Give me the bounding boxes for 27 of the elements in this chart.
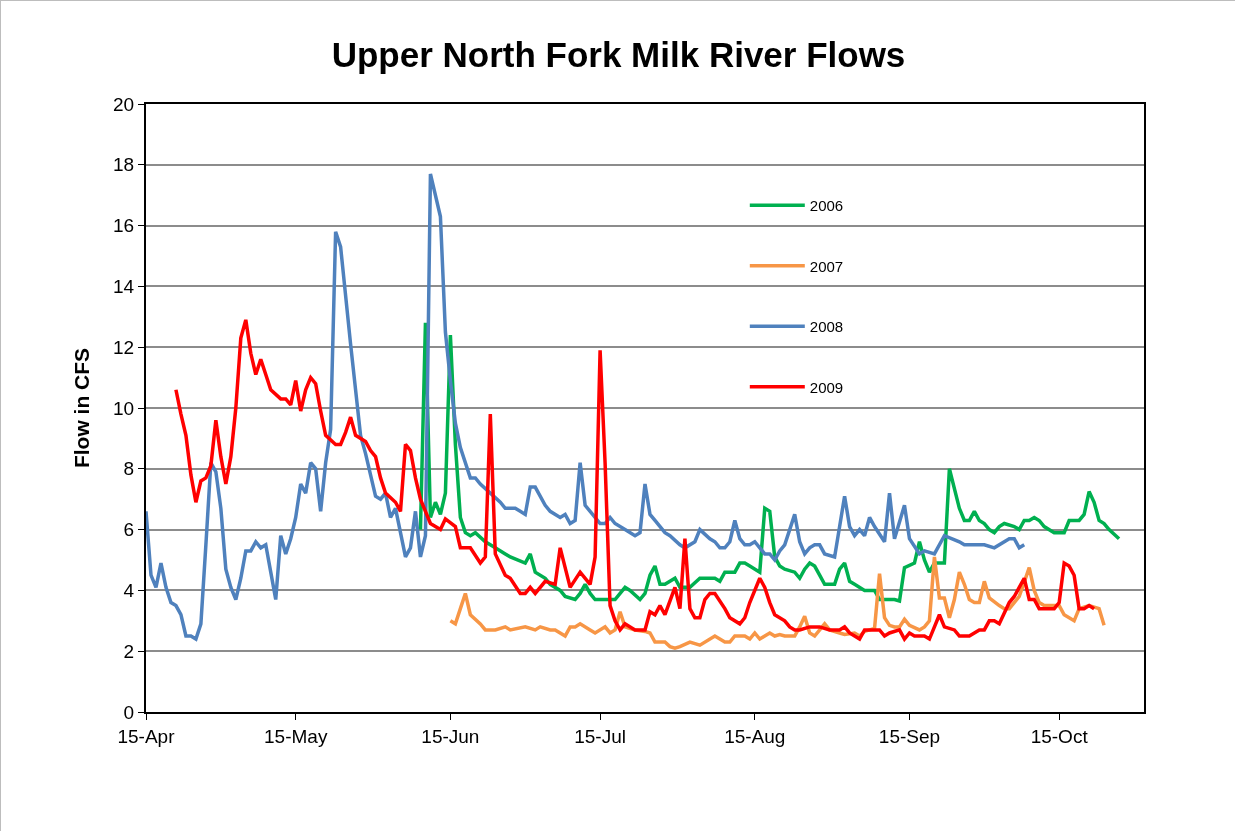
- legend-label: 2007: [809, 257, 844, 275]
- legend-label: 2006: [809, 197, 844, 215]
- y-tick-label: 14: [113, 276, 135, 298]
- x-tick-label: 15-May: [264, 725, 328, 747]
- x-tick-label: 15-Jun: [421, 725, 480, 747]
- x-tick-label: 15-Sep: [878, 725, 941, 747]
- line-series: [448, 555, 1106, 650]
- y-tick-label: 8: [123, 458, 135, 480]
- y-tick-label: 0: [123, 701, 135, 723]
- y-tick-label: 20: [113, 93, 135, 115]
- line-series: [174, 318, 1096, 641]
- x-tick-label: 15-Aug: [724, 725, 786, 747]
- y-tick-label: 18: [113, 154, 135, 176]
- legend-label: 2009: [809, 378, 844, 396]
- chart-title: Upper North Fork Milk River Flows: [331, 35, 906, 75]
- y-tick-label: 6: [123, 519, 135, 541]
- y-tick-label: 2: [123, 640, 135, 662]
- x-tick-label: 15-Oct: [1030, 725, 1089, 747]
- y-tick-label: 12: [113, 336, 135, 358]
- legend-label: 2008: [809, 318, 844, 336]
- x-tick-label: 15-Jul: [574, 725, 626, 747]
- y-tick-label: 4: [123, 580, 135, 602]
- y-tick-label: 10: [113, 397, 135, 419]
- line-series: [146, 172, 1026, 641]
- y-tick-label: 16: [113, 215, 135, 237]
- y-axis-title: Flow in CFS: [69, 347, 93, 469]
- x-tick-label: 15-Apr: [117, 725, 176, 747]
